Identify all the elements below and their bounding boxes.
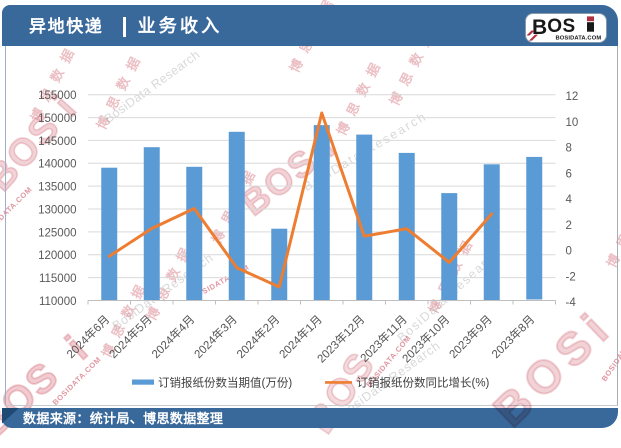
svg-text:140000: 140000 xyxy=(38,159,76,171)
svg-text:12: 12 xyxy=(566,91,579,103)
svg-text:B: B xyxy=(532,16,547,39)
svg-text:155000: 155000 xyxy=(38,90,76,102)
svg-text:BOSIDATA.COM: BOSIDATA.COM xyxy=(555,35,601,41)
svg-text:2024年3月: 2024年3月 xyxy=(191,312,240,361)
svg-text:2023年9月: 2023年9月 xyxy=(446,312,495,361)
svg-text:130000: 130000 xyxy=(38,204,76,216)
svg-text:2023年8月: 2023年8月 xyxy=(489,312,538,361)
svg-text:135000: 135000 xyxy=(38,182,76,194)
svg-text:2024年5月: 2024年5月 xyxy=(106,312,155,361)
svg-text:6: 6 xyxy=(566,169,572,181)
svg-text:115000: 115000 xyxy=(39,273,77,285)
svg-text:2: 2 xyxy=(566,220,572,232)
svg-text:150000: 150000 xyxy=(38,113,76,125)
svg-text:-2: -2 xyxy=(566,271,576,283)
svg-text:10: 10 xyxy=(566,117,579,129)
svg-text:4: 4 xyxy=(566,194,573,206)
svg-text:0: 0 xyxy=(566,246,572,258)
svg-text:-4: -4 xyxy=(566,297,577,309)
svg-text:110000: 110000 xyxy=(39,296,77,308)
svg-text:120000: 120000 xyxy=(38,250,76,262)
svg-text:2024年6月: 2024年6月 xyxy=(64,312,113,361)
svg-text:2024年2月: 2024年2月 xyxy=(234,312,283,361)
svg-text:订销报纸份数同比增长(%): 订销报纸份数同比增长(%) xyxy=(357,375,490,389)
svg-text:8: 8 xyxy=(566,143,572,155)
svg-text:125000: 125000 xyxy=(38,227,76,239)
svg-text:订销报纸份数当期值(万份): 订销报纸份数当期值(万份) xyxy=(158,375,292,389)
svg-text:145000: 145000 xyxy=(38,136,76,148)
svg-text:2024年4月: 2024年4月 xyxy=(149,312,198,361)
svg-text:OS: OS xyxy=(547,15,575,36)
